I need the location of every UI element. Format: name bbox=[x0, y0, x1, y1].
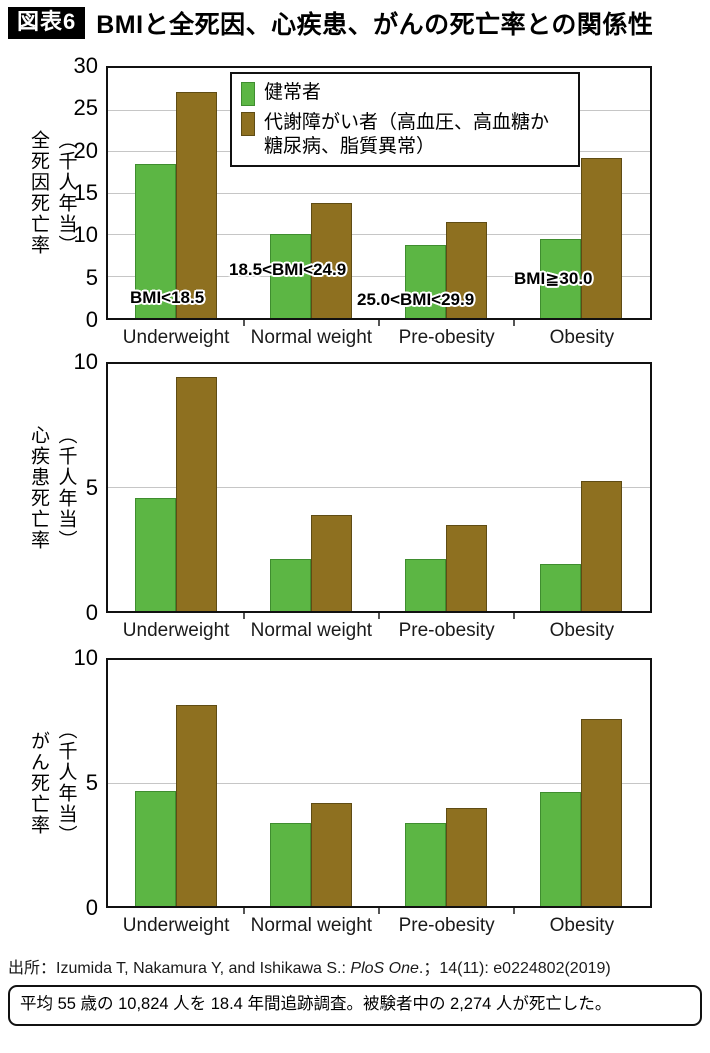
x-category-label: Pre-obesity bbox=[398, 915, 495, 936]
x-category-label: Normal weight bbox=[250, 327, 373, 348]
legend: 健常者代謝障がい者（高血圧、高血糖か 糖尿病、脂質異常） bbox=[230, 72, 580, 167]
bar-healthy bbox=[405, 559, 447, 611]
bar-metabolic bbox=[446, 525, 488, 611]
y-axis-label: 心疾患死亡率 （千人年当） bbox=[28, 424, 77, 551]
y-axis-label: がん死亡率 （千人年当） bbox=[28, 720, 77, 846]
bar-metabolic bbox=[310, 203, 352, 318]
legend-label: 健常者 bbox=[264, 82, 322, 103]
bar-healthy bbox=[269, 823, 311, 906]
gridline bbox=[108, 234, 650, 235]
y-tick-label: 0 bbox=[85, 600, 98, 625]
chart-cancer-mortality: がん死亡率 （千人年当） 0 5 10 Underweight Normal weight… bbox=[0, 647, 710, 956]
figure-header: 図表6 BMIと全死因、心疾患、がんの死亡率との関係性 bbox=[8, 5, 653, 41]
y-tick-label: 5 bbox=[85, 474, 98, 500]
annotation-bmi-range: BMI<18.5 bbox=[130, 288, 205, 307]
x-axis-tick bbox=[378, 613, 380, 619]
x-category-label: Obesity bbox=[549, 620, 615, 641]
x-category-label: Pre-obesity bbox=[398, 620, 495, 641]
bar-healthy bbox=[540, 564, 582, 611]
y-tick-label: 15 bbox=[73, 180, 98, 205]
gridline bbox=[108, 782, 650, 784]
y-tick-label: 5 bbox=[85, 264, 98, 290]
legend-item: 代謝障がい者（高血圧、高血糖か 糖尿病、脂質異常） bbox=[241, 111, 568, 159]
y-tick-label: 5 bbox=[85, 770, 98, 795]
bar-metabolic bbox=[175, 705, 217, 906]
bar-metabolic bbox=[581, 481, 623, 611]
x-category-label: Obesity bbox=[549, 915, 615, 936]
x-axis-tick bbox=[513, 320, 516, 326]
bar-metabolic bbox=[581, 158, 623, 318]
y-tick-label: 0 bbox=[85, 307, 98, 332]
y-axis-label-wrap: 全死因死亡率 （千人年当） bbox=[6, 66, 98, 320]
annotation-bmi-range: 18.5<BMI<24.9 bbox=[229, 260, 347, 279]
x-axis-tick bbox=[242, 613, 245, 619]
x-category-label: Underweight bbox=[122, 915, 230, 936]
x-axis-tick bbox=[513, 908, 516, 914]
bar-healthy bbox=[134, 498, 176, 611]
legend-swatch-metabolic bbox=[241, 112, 255, 136]
y-tick-label: 10 bbox=[73, 645, 98, 670]
legend-label: 代謝障がい者（高血圧、高血糖か 糖尿病、脂質異常） bbox=[264, 112, 550, 157]
x-axis-tick bbox=[513, 613, 516, 619]
bar-metabolic bbox=[175, 377, 217, 611]
source-citation: 出所：Izumida T, Nakamura Y, and Ishikawa S… bbox=[8, 954, 611, 978]
x-axis-tick bbox=[378, 908, 380, 914]
legend-swatch-healthy bbox=[241, 82, 255, 106]
source-journal: PloS One bbox=[350, 960, 419, 977]
x-axis-tick bbox=[242, 908, 245, 914]
y-axis-label-wrap: 心疾患死亡率 （千人年当） bbox=[6, 362, 98, 613]
gridline bbox=[108, 487, 650, 488]
source-prefix: 出所：Izumida T, Nakamura Y, and Ishikawa S… bbox=[8, 960, 351, 977]
bar-healthy bbox=[540, 792, 582, 906]
legend-item: 健常者 bbox=[241, 81, 568, 106]
bar-metabolic bbox=[581, 719, 623, 906]
x-axis-tick bbox=[378, 320, 380, 326]
y-tick-label: 10 bbox=[73, 222, 98, 248]
bar-metabolic bbox=[446, 222, 488, 318]
page-title: BMIと全死因、心疾患、がんの死亡率との関係性 bbox=[96, 11, 654, 39]
chart-all-cause-mortality: 全死因死亡率 （千人年当） 0 5 10 15 20 25 30 BMI<18.5 18.5<BM… bbox=[0, 55, 710, 368]
figure-number-badge: 図表6 bbox=[8, 7, 86, 39]
x-category-label: Pre-obesity bbox=[398, 327, 495, 348]
y-axis-label-wrap: がん死亡率 （千人年当） bbox=[6, 658, 98, 908]
bar-healthy bbox=[269, 234, 311, 318]
source-suffix: .；14(11): e0224802(2019) bbox=[418, 960, 611, 977]
x-category-label: Obesity bbox=[549, 327, 615, 348]
y-tick-label: 25 bbox=[73, 95, 98, 121]
y-axis-label: 全死因死亡率 （千人年当） bbox=[28, 130, 77, 256]
chart-heart-disease-mortality: 心疾患死亡率 （千人年当） 0 5 10 Underweight Normal weigh… bbox=[0, 351, 710, 661]
plot-area bbox=[106, 658, 652, 908]
gridline bbox=[108, 192, 650, 194]
plot-area bbox=[106, 362, 652, 613]
gridline bbox=[108, 275, 650, 277]
y-tick-label: 30 bbox=[73, 53, 98, 78]
x-category-label: Underweight bbox=[122, 620, 230, 641]
study-note-box: 平均 55 歳の 10,824 人を 18.4 年間追跡調査。被験者中の 2,2… bbox=[8, 985, 702, 1026]
bar-metabolic bbox=[310, 515, 352, 611]
y-tick-label: 10 bbox=[73, 349, 98, 374]
bar-healthy bbox=[540, 239, 582, 318]
bar-metabolic bbox=[446, 808, 488, 906]
x-category-label: Underweight bbox=[122, 327, 230, 348]
annotation-bmi-range: 25.0<BMI<29.9 bbox=[357, 290, 475, 309]
bar-healthy bbox=[134, 164, 176, 318]
plot-area: BMI<18.5 18.5<BMI<24.9 25.0<BMI<29.9 BMI≧30… bbox=[106, 66, 652, 320]
y-tick-label: 20 bbox=[73, 137, 98, 163]
bar-metabolic bbox=[310, 803, 352, 906]
bar-metabolic bbox=[175, 92, 217, 318]
bar-healthy bbox=[405, 823, 447, 906]
bar-healthy bbox=[134, 791, 176, 906]
bar-healthy bbox=[269, 559, 311, 611]
x-category-label: Normal weight bbox=[250, 915, 373, 936]
bar-healthy bbox=[405, 245, 447, 318]
y-tick-label: 0 bbox=[85, 895, 98, 920]
x-axis-tick bbox=[242, 320, 245, 326]
annotation-bmi-range: BMI≧30.0 bbox=[514, 269, 593, 288]
x-category-label: Normal weight bbox=[250, 620, 373, 641]
